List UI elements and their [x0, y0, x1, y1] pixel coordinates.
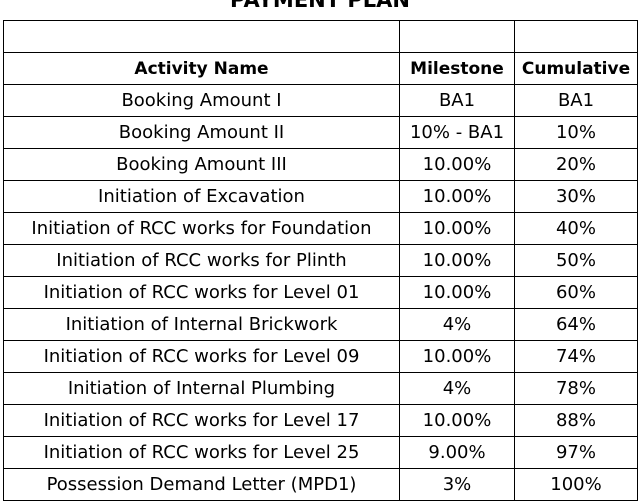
- cumulative-cell: BA1: [514, 84, 638, 117]
- header-row: Activity Name Milestone Cumulative: [3, 52, 638, 85]
- activity-cell: Possession Demand Letter (MPD1): [3, 468, 400, 501]
- cumulative-cell: 64%: [514, 308, 638, 341]
- milestone-cell: BA1: [399, 84, 515, 117]
- blank-cell: [399, 20, 515, 53]
- milestone-cell: 3%: [399, 468, 515, 501]
- milestone-cell: 4%: [399, 308, 515, 341]
- table-row: Initiation of RCC works for Level 01 10.0…: [3, 276, 638, 309]
- table-row: Initiation of Internal Plumbing 4% 78%: [3, 372, 638, 405]
- table-row: Initiation of RCC works for Foundation 10…: [3, 212, 638, 245]
- blank-row: [3, 20, 638, 53]
- table-row: Initiation of RCC works for Plinth 10.00%…: [3, 244, 638, 277]
- blank-cell: [514, 20, 638, 53]
- table-row: Booking Amount I BA1 BA1: [3, 84, 638, 117]
- cumulative-cell: 40%: [514, 212, 638, 245]
- activity-cell: Initiation of RCC works for Level 17: [3, 404, 400, 437]
- cumulative-cell: 60%: [514, 276, 638, 309]
- milestone-cell: 10% - BA1: [399, 116, 515, 149]
- table-row: Initiation of RCC works for Level 17 10.0…: [3, 404, 638, 437]
- activity-cell: Initiation of RCC works for Foundation: [3, 212, 400, 245]
- payment-plan-table: Activity Name Milestone Cumulative Booki…: [3, 20, 638, 501]
- activity-cell: Booking Amount III: [3, 148, 400, 181]
- table-row: Initiation of RCC works for Level 25 9.00…: [3, 436, 638, 469]
- cumulative-cell: 88%: [514, 404, 638, 437]
- page-title: PAYMENT PLAN: [230, 0, 410, 12]
- column-header-activity: Activity Name: [3, 52, 400, 85]
- milestone-cell: 10.00%: [399, 340, 515, 373]
- cumulative-cell: 74%: [514, 340, 638, 373]
- activity-cell: Initiation of RCC works for Level 01: [3, 276, 400, 309]
- activity-cell: Initiation of Internal Plumbing: [3, 372, 400, 405]
- activity-cell: Booking Amount II: [3, 116, 400, 149]
- table-row: Initiation of Internal Brickwork 4% 64%: [3, 308, 638, 341]
- cumulative-cell: 97%: [514, 436, 638, 469]
- activity-cell: Initiation of RCC works for Level 09: [3, 340, 400, 373]
- payment-plan-sheet: PAYMENT PLAN Activity Name Milestone Cum…: [3, 0, 638, 501]
- milestone-cell: 10.00%: [399, 148, 515, 181]
- activity-cell: Initiation of RCC works for Plinth: [3, 244, 400, 277]
- activity-cell: Initiation of Internal Brickwork: [3, 308, 400, 341]
- milestone-cell: 10.00%: [399, 212, 515, 245]
- table-row: Initiation of Excavation 10.00% 30%: [3, 180, 638, 213]
- table-row: Possession Demand Letter (MPD1) 3% 100%: [3, 468, 638, 501]
- activity-cell: Initiation of RCC works for Level 25: [3, 436, 400, 469]
- milestone-cell: 10.00%: [399, 404, 515, 437]
- cumulative-cell: 20%: [514, 148, 638, 181]
- activity-cell: Initiation of Excavation: [3, 180, 400, 213]
- cumulative-cell: 78%: [514, 372, 638, 405]
- blank-cell: [3, 20, 400, 53]
- cumulative-cell: 30%: [514, 180, 638, 213]
- cumulative-cell: 100%: [514, 468, 638, 501]
- cumulative-cell: 10%: [514, 116, 638, 149]
- activity-cell: Booking Amount I: [3, 84, 400, 117]
- cumulative-cell: 50%: [514, 244, 638, 277]
- milestone-cell: 9.00%: [399, 436, 515, 469]
- milestone-cell: 10.00%: [399, 276, 515, 309]
- table-row: Booking Amount III 10.00% 20%: [3, 148, 638, 181]
- table-row: Initiation of RCC works for Level 09 10.0…: [3, 340, 638, 373]
- column-header-milestone: Milestone: [399, 52, 515, 85]
- milestone-cell: 10.00%: [399, 244, 515, 277]
- milestone-cell: 10.00%: [399, 180, 515, 213]
- milestone-cell: 4%: [399, 372, 515, 405]
- column-header-cumulative: Cumulative: [514, 52, 638, 85]
- table-row: Booking Amount II 10% - BA1 10%: [3, 116, 638, 149]
